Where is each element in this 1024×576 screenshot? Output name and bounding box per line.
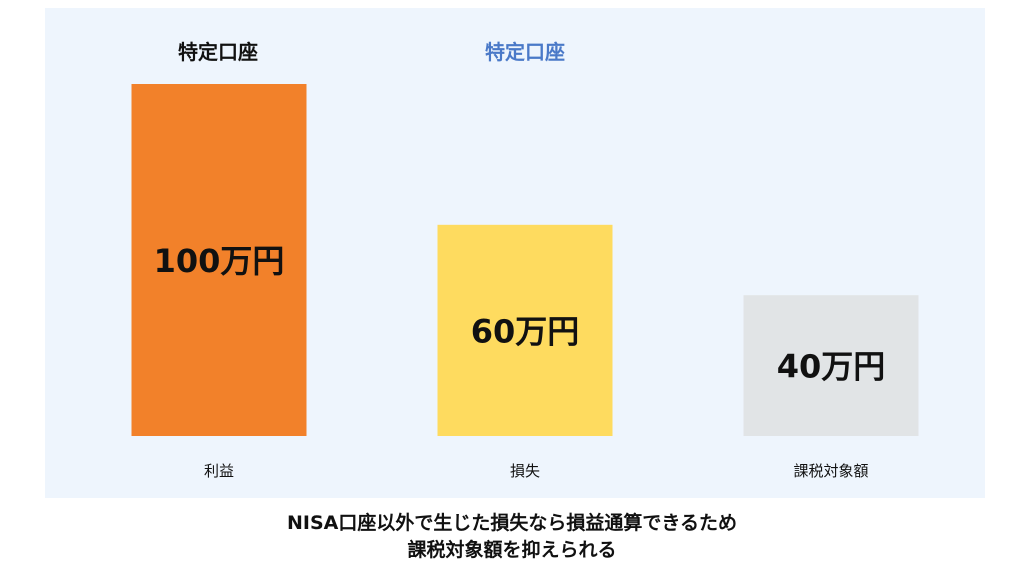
bar-3 [743, 295, 919, 436]
caption-line-1: NISA口座以外で生じた損失なら損益通算できるため [287, 512, 737, 534]
account-label-right: 特定口座 [485, 40, 565, 64]
bar-value-label-3: 40万円 [777, 348, 886, 386]
bar-value-label-1: 100万円 [154, 242, 285, 280]
category-label-1: 利益 [204, 462, 234, 480]
account-label-left: 特定口座 [178, 40, 258, 64]
bar-value-label-2: 60万円 [471, 312, 580, 350]
caption: NISA口座以外で生じた損失なら損益通算できるため 課税対象額を抑えられる [0, 510, 1024, 564]
bar-1 [131, 84, 307, 436]
chart-panel: 100万円利益 60万円損失 40万円課税対象額 特定口座 特定口座 [45, 8, 985, 498]
caption-line-2: 課税対象額を抑えられる [407, 539, 617, 561]
category-label-2: 損失 [510, 462, 540, 480]
bar-2 [437, 224, 613, 436]
category-label-3: 課税対象額 [793, 462, 868, 480]
